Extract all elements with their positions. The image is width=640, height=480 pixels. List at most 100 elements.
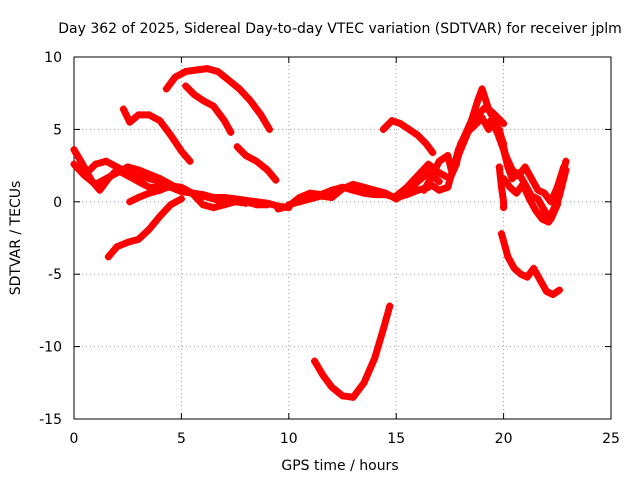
series-track-21 (495, 163, 508, 212)
data-point-marker (263, 201, 271, 209)
data-point-marker (74, 163, 82, 171)
data-point-marker (405, 125, 413, 133)
data-point-marker (257, 111, 265, 119)
data-point-marker (349, 180, 357, 188)
data-point-marker (379, 125, 387, 133)
data-point-marker (210, 195, 218, 203)
data-point-marker (487, 117, 495, 125)
data-point-marker (265, 125, 273, 133)
data-point-marker (87, 176, 95, 184)
data-point-marker (220, 117, 228, 125)
data-point-marker (360, 183, 368, 191)
data-point-marker (540, 189, 548, 197)
data-point-marker (274, 205, 282, 213)
series-line (379, 117, 437, 157)
data-point-marker (231, 198, 239, 206)
data-point-marker (508, 166, 516, 174)
data-point-marker (379, 325, 387, 333)
grid (74, 57, 611, 419)
data-point-marker (495, 163, 503, 171)
data-point-marker (253, 157, 261, 165)
data-point-marker (104, 175, 112, 183)
series-track-04 (126, 182, 250, 212)
x-axis-label: GPS time / hours (281, 458, 398, 474)
x-tick-label: 20 (495, 431, 513, 447)
data-point-marker (192, 66, 200, 74)
data-point-marker (167, 131, 175, 139)
data-point-marker (177, 147, 185, 155)
series-line (119, 105, 194, 165)
data-point-marker (134, 235, 142, 243)
x-tick-label: 25 (602, 431, 620, 447)
data-point-marker (429, 149, 437, 157)
data-point-marker (562, 157, 570, 165)
data-point-marker (386, 302, 394, 310)
data-point-marker (220, 201, 228, 209)
data-point-marker (210, 102, 218, 110)
data-point-marker (167, 201, 175, 209)
x-tick-label: 15 (387, 431, 405, 447)
data-point-marker (538, 215, 546, 223)
data-point-marker (435, 186, 443, 194)
data-point-marker (119, 105, 127, 113)
data-point-marker (534, 186, 542, 194)
data-point-marker (167, 182, 175, 190)
data-point-marker (485, 125, 493, 133)
data-point-marker (474, 111, 482, 119)
data-point-marker (500, 120, 508, 128)
y-tick-label: 5 (53, 122, 62, 138)
data-point-marker (134, 111, 142, 119)
series-track-08 (182, 82, 235, 136)
data-point-marker (448, 169, 456, 177)
series-track-06 (119, 105, 194, 165)
data-point-marker (545, 218, 553, 226)
data-point-marker (497, 230, 505, 238)
y-tick-label: -5 (48, 267, 62, 283)
data-point-marker (171, 73, 179, 81)
data-point-marker (156, 117, 164, 125)
data-point-marker (296, 198, 304, 206)
data-point-marker (96, 186, 104, 194)
data-point-marker (414, 172, 422, 180)
data-point-marker (285, 201, 293, 209)
data-point-marker (328, 193, 336, 201)
data-point-marker (203, 65, 211, 73)
data-point-marker (182, 67, 190, 75)
plot-frame (73, 56, 612, 420)
data-point-marker (319, 372, 327, 380)
data-point-marker (521, 163, 529, 171)
data-point-marker (392, 192, 400, 200)
data-point-marker (506, 183, 514, 191)
series-track-20 (497, 230, 563, 298)
data-point-marker (444, 151, 452, 159)
data-point-marker (497, 183, 505, 191)
series-track-11 (285, 169, 443, 209)
data-point-marker (177, 183, 185, 191)
data-point-marker (504, 253, 512, 261)
data-point-marker (420, 186, 428, 194)
data-point-marker (124, 238, 132, 246)
data-point-marker (190, 91, 198, 99)
data-point-marker (306, 195, 314, 203)
data-point-marker (396, 120, 404, 128)
data-point-marker (328, 186, 336, 194)
data-point-marker (113, 163, 121, 171)
y-tick-label: -10 (39, 340, 62, 356)
data-point-marker (525, 195, 533, 203)
data-point-marker (225, 76, 233, 84)
data-point-marker (242, 151, 250, 159)
series-track-07 (162, 65, 273, 133)
data-point-marker (102, 157, 110, 165)
x-tick-label: 10 (280, 431, 298, 447)
data-point-marker (124, 169, 132, 177)
series-line (311, 302, 394, 401)
series-track-18 (495, 125, 568, 206)
x-tick-label: 5 (177, 431, 186, 447)
data-point-marker (424, 160, 432, 168)
data-point-marker (534, 195, 542, 203)
data-point-marker (91, 160, 99, 168)
x-tick-labels: 0 5 10 15 20 25 (70, 431, 620, 447)
data-point-marker (457, 146, 465, 154)
y-tick-label: -15 (39, 412, 62, 428)
